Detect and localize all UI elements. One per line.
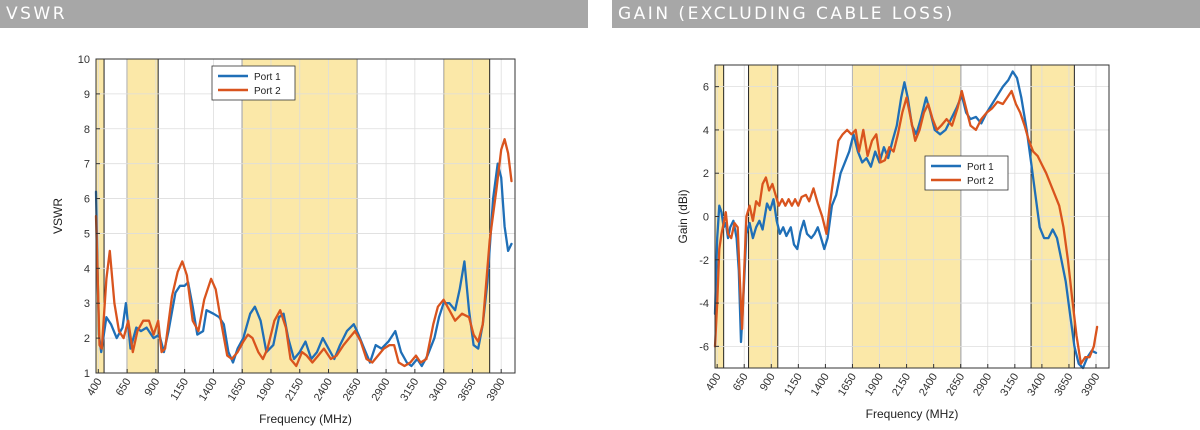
gain-xlabel: Frequency (MHz) (866, 407, 959, 421)
vswr-xlabel: Frequency (MHz) (259, 412, 352, 426)
vswr-xtick-label: 900 (142, 376, 162, 398)
gain-legend: Port 1 Port 2 (924, 155, 1009, 191)
vswr-ytick-label: 7 (84, 159, 90, 171)
vswr-xtick-label: 2150 (283, 376, 306, 403)
vswr-header-bar: VSWR (0, 0, 588, 28)
gain-ytick-label: 4 (703, 125, 709, 137)
vswr-legend-label: Port 2 (254, 86, 281, 97)
vswr-ytick-label: 9 (84, 89, 90, 101)
vswr-axes-box (95, 58, 516, 374)
gain-ylabel: Gain (dBi) (676, 189, 690, 243)
vswr-header-title: VSWR (6, 4, 68, 24)
gain-legend-label: Port 1 (967, 162, 994, 173)
gain-xtick-label: 3650 (1052, 371, 1075, 398)
vswr-band (126, 58, 159, 374)
vswr-ytick-label: 4 (84, 263, 90, 275)
vswr-legend-label: Port 1 (254, 72, 281, 83)
gain-xtick-label: 2400 (917, 371, 940, 398)
gain-series-port-2 (713, 89, 1099, 365)
vswr-xtick-label: 3900 (485, 376, 508, 403)
gain-xtick-label: 1400 (809, 371, 832, 398)
gain-xtick-label: 900 (758, 371, 778, 393)
gain-ytick-label: -4 (699, 298, 709, 310)
vswr-ytick-label: 1 (84, 368, 90, 380)
gain-header-bar: GAIN (EXCLUDING CABLE LOSS) (612, 0, 1200, 28)
vswr-ytick-label: 6 (84, 194, 90, 206)
vswr-xtick-label: 3400 (427, 376, 450, 403)
vswr-xtick-label: 1400 (197, 376, 220, 403)
gain-legend-label: Port 2 (967, 176, 994, 187)
gain-xtick-label: 2150 (890, 371, 913, 398)
vswr-legend: Port 1 Port 2 (211, 65, 296, 101)
gain-xtick-label: 400 (704, 371, 724, 393)
gain-xtick-label: 3150 (998, 371, 1021, 398)
vswr-xtick-label: 2400 (312, 376, 335, 403)
gain-xtick-label: 1900 (863, 371, 886, 398)
vswr-xtick-label: 3650 (456, 376, 479, 403)
vswr-xtick-label: 650 (114, 376, 134, 398)
gain-xtick-label: 3900 (1079, 371, 1102, 398)
gain-ytick-label: -6 (699, 341, 709, 353)
vswr-xtick-label: 1150 (168, 376, 191, 402)
gain-xtick-label: 2900 (971, 371, 994, 398)
vswr-xtick-label: 2650 (341, 376, 364, 403)
vswr-xtick-label: 1650 (226, 376, 249, 403)
vswr-ylabel: VSWR (51, 198, 65, 234)
gain-xtick-label: 650 (731, 371, 751, 393)
vswr-series-port-2 (94, 138, 513, 368)
gain-ytick-label: 0 (703, 212, 709, 224)
vswr-panel: VSWR 1 2 3 4 5 6 7 8 9 10 400 650 900 1150 1400 1650 190… (0, 0, 588, 430)
vswr-ytick-label: 5 (84, 228, 90, 240)
vswr-xtick-label: 2900 (369, 376, 392, 403)
vswr-ytick-label: 10 (78, 54, 90, 66)
vswr-ytick-label: 2 (84, 333, 90, 345)
gain-xtick-label: 3400 (1025, 371, 1048, 398)
vswr-legend-box (211, 65, 296, 101)
vswr-ytick-label: 3 (84, 298, 90, 310)
gain-panel: GAIN (EXCLUDING CABLE LOSS) -6 -4 -2 0 2 4 6 40… (612, 0, 1200, 430)
gain-xtick-label: 1150 (782, 371, 805, 397)
gain-xtick-label: 1650 (836, 371, 859, 398)
gain-legend-box (924, 155, 1009, 191)
vswr-ytick-label: 8 (84, 124, 90, 136)
gain-ytick-label: -2 (699, 255, 709, 267)
gain-ytick-label: 6 (703, 82, 709, 94)
vswr-xtick-label: 1900 (254, 376, 277, 403)
gain-xtick-label: 2650 (944, 371, 967, 398)
gain-header-title: GAIN (EXCLUDING CABLE LOSS) (618, 4, 955, 24)
gain-ytick-label: 2 (703, 168, 709, 180)
vswr-xtick-label: 3150 (398, 376, 421, 403)
